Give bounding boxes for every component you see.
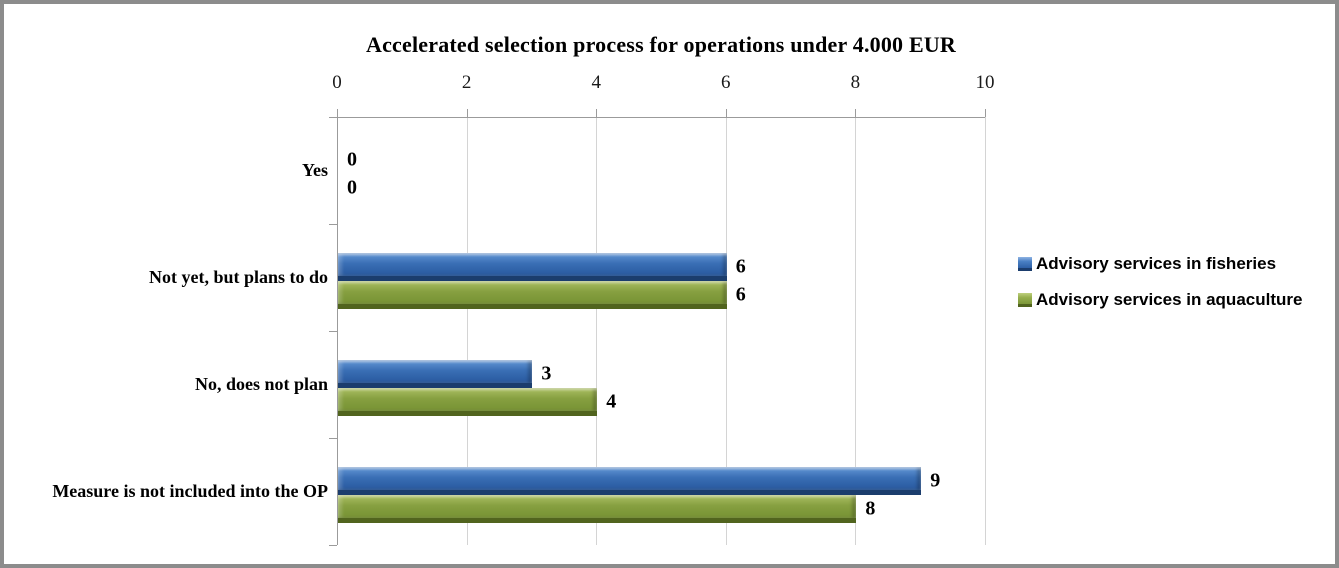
x-tick-label-10: 10 [975, 72, 995, 93]
gridline [855, 117, 857, 545]
legend-item-fisheries: Advisory services in fisheries [1018, 254, 1302, 274]
value-label: 0 [347, 176, 357, 198]
value-axis-line [337, 117, 985, 118]
bar-aquaculture [338, 494, 857, 523]
bar-fisheries [338, 252, 727, 281]
legend-label-fisheries: Advisory services in fisheries [1036, 254, 1277, 273]
legend: Advisory services in fisheries Advisory … [1018, 254, 1302, 310]
gridline [985, 117, 986, 545]
legend-item-aquaculture: Advisory services in aquaculture [1018, 290, 1302, 310]
chart-title: Accelerated selection process for operat… [365, 32, 957, 57]
value-label: 0 [347, 148, 357, 170]
value-label: 8 [865, 497, 876, 519]
axis-tick [725, 109, 727, 117]
aquaculture-swatch-icon [1018, 293, 1032, 307]
axis-tick [329, 224, 337, 225]
value-label: 3 [541, 362, 552, 384]
bar-fisheries [338, 359, 533, 388]
axis-tick [329, 545, 337, 546]
axis-tick [855, 109, 857, 117]
gridline [466, 117, 468, 545]
bar-fisheries [338, 466, 922, 495]
x-tick-label-0: 0 [332, 72, 342, 93]
x-tick-label-2: 2 [461, 72, 472, 93]
category-label-no-plan: No, does not plan [194, 373, 328, 394]
category-label-not-in-op: Measure is not included into the OP [52, 480, 328, 501]
category-label-yes: Yes [302, 159, 328, 180]
x-tick-label-8: 8 [850, 72, 861, 93]
fisheries-swatch-icon [1018, 257, 1032, 271]
value-label: 4 [606, 390, 617, 412]
value-label: 6 [735, 283, 746, 305]
category-label-not-yet: Not yet, but plans to do [148, 266, 328, 287]
gridline [596, 117, 598, 545]
value-label: 9 [930, 469, 941, 491]
x-tick-label-6: 6 [721, 72, 731, 93]
axis-tick [985, 109, 986, 117]
axis-tick [596, 109, 598, 117]
x-tick-label-4: 4 [591, 72, 601, 93]
axis-tick [329, 438, 337, 439]
axis-tick [466, 109, 468, 117]
gridline [725, 117, 727, 545]
axis-tick [329, 117, 337, 118]
axis-tick [329, 331, 337, 332]
category-axis-line [337, 109, 338, 545]
legend-label-aquaculture: Advisory services in aquaculture [1036, 290, 1303, 309]
bar-aquaculture [338, 280, 727, 309]
bar-aquaculture [338, 387, 598, 416]
value-label: 6 [735, 255, 746, 277]
